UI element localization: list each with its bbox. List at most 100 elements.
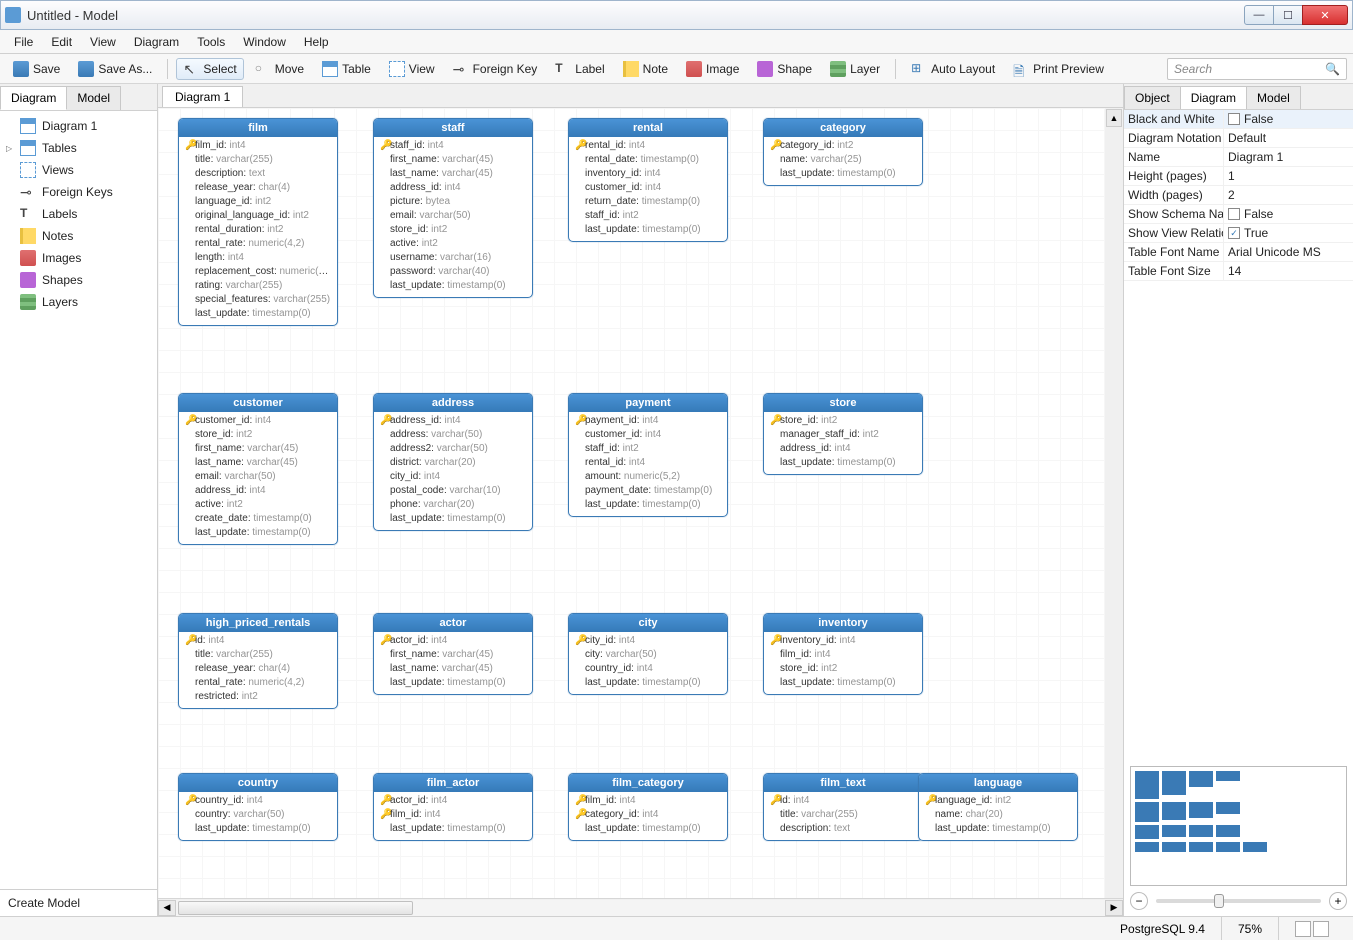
right-tab-diagram[interactable]: Diagram [1180, 86, 1247, 109]
vertical-scrollbar[interactable]: ▲ [1105, 108, 1123, 898]
column: address: varchar(50) [380, 428, 526, 442]
entity-store[interactable]: store🔑store_id: int2manager_staff_id: in… [763, 393, 923, 475]
save-as-button[interactable]: Save As... [71, 58, 159, 80]
scroll-up-arrow[interactable]: ▲ [1106, 109, 1122, 127]
entity-film_actor[interactable]: film_actor🔑actor_id: int4🔑film_id: int4l… [373, 773, 533, 841]
tree-item-images[interactable]: Images [2, 247, 155, 269]
entity-customer[interactable]: customer🔑customer_id: int4store_id: int2… [178, 393, 338, 545]
property-row[interactable]: Width (pages)2 [1124, 186, 1353, 205]
image-tool[interactable]: Image [679, 58, 746, 80]
property-value[interactable]: Default [1224, 129, 1353, 147]
auto-layout-button[interactable]: Auto Layout [904, 58, 1002, 80]
property-value[interactable]: 2 [1224, 186, 1353, 204]
property-value[interactable]: False [1224, 110, 1353, 128]
menu-tools[interactable]: Tools [189, 32, 233, 52]
tree-item-layers[interactable]: Layers [2, 291, 155, 313]
property-row[interactable]: Black and White False [1124, 110, 1353, 129]
menu-view[interactable]: View [82, 32, 124, 52]
property-row[interactable]: Show View Relatio✓ True [1124, 224, 1353, 243]
column: release_year: char(4) [185, 662, 331, 676]
scroll-track[interactable] [176, 900, 1105, 916]
tree-item-labels[interactable]: Labels [2, 203, 155, 225]
property-value[interactable]: Diagram 1 [1224, 148, 1353, 166]
entity-film_category[interactable]: film_category🔑film_id: int4🔑category_id:… [568, 773, 728, 841]
entity-language[interactable]: language🔑language_id: int2name: char(20)… [918, 773, 1078, 841]
save-button[interactable]: Save [6, 58, 67, 80]
maximize-button[interactable]: ☐ [1273, 5, 1303, 25]
entity-actor[interactable]: actor🔑actor_id: int4first_name: varchar(… [373, 613, 533, 695]
menu-help[interactable]: Help [296, 32, 337, 52]
entity-address[interactable]: address🔑address_id: int4address: varchar… [373, 393, 533, 531]
scroll-left-arrow[interactable]: ◀ [158, 900, 176, 916]
right-tab-model[interactable]: Model [1246, 86, 1301, 109]
close-button[interactable]: ✕ [1302, 5, 1348, 25]
property-row[interactable]: NameDiagram 1 [1124, 148, 1353, 167]
column: last_update: timestamp(0) [770, 676, 916, 690]
tree-item-notes[interactable]: Notes [2, 225, 155, 247]
property-value[interactable]: 14 [1224, 262, 1353, 280]
entity-city[interactable]: city🔑city_id: int4city: varchar(50)count… [568, 613, 728, 695]
property-row[interactable]: Show Schema Nam False [1124, 205, 1353, 224]
minimize-button[interactable]: — [1244, 5, 1274, 25]
property-value[interactable]: 1 [1224, 167, 1353, 185]
canvas-tab-diagram1[interactable]: Diagram 1 [162, 86, 243, 107]
shape-tool[interactable]: Shape [750, 58, 819, 80]
layer-tool[interactable]: Layer [823, 58, 887, 80]
menu-edit[interactable]: Edit [43, 32, 80, 52]
entity-high_priced_rentals[interactable]: high_priced_rentals🔑id: int4title: varch… [178, 613, 338, 709]
checkbox[interactable] [1228, 208, 1240, 220]
property-value[interactable]: ✓ True [1224, 224, 1353, 242]
checkbox[interactable] [1228, 113, 1240, 125]
property-value[interactable]: Arial Unicode MS [1224, 243, 1353, 261]
entity-payment[interactable]: payment🔑payment_id: int4customer_id: int… [568, 393, 728, 517]
tree-item-foreign-keys[interactable]: Foreign Keys [2, 181, 155, 203]
zoom-out-button[interactable]: − [1130, 892, 1148, 910]
entity-body: 🔑id: int4title: varchar(255)release_year… [179, 632, 337, 708]
fk-tool[interactable]: Foreign Key [446, 58, 545, 80]
table-tool[interactable]: Table [315, 58, 378, 80]
tree-item-shapes[interactable]: Shapes [2, 269, 155, 291]
entity-staff[interactable]: staff🔑staff_id: int4first_name: varchar(… [373, 118, 533, 298]
label-tool[interactable]: Label [548, 58, 611, 80]
tree-item-tables[interactable]: Tables [2, 137, 155, 159]
menu-diagram[interactable]: Diagram [126, 32, 187, 52]
column: phone: varchar(20) [380, 498, 526, 512]
create-model-button[interactable]: Create Model [0, 889, 157, 916]
menu-window[interactable]: Window [235, 32, 294, 52]
left-tab-diagram[interactable]: Diagram [0, 86, 67, 110]
checkbox[interactable]: ✓ [1228, 227, 1240, 239]
zoom-thumb[interactable] [1214, 894, 1224, 908]
scroll-thumb[interactable] [178, 901, 413, 915]
view-tool[interactable]: View [382, 58, 442, 80]
tree-item-views[interactable]: Views [2, 159, 155, 181]
zoom-track[interactable] [1156, 899, 1321, 903]
note-tool[interactable]: Note [616, 58, 675, 80]
scroll-right-arrow[interactable]: ▶ [1105, 900, 1123, 916]
property-row[interactable]: Table Font NameArial Unicode MS [1124, 243, 1353, 262]
entity-country[interactable]: country🔑country_id: int4country: varchar… [178, 773, 338, 841]
diagram-canvas[interactable]: ▲ film🔑film_id: int4title: varchar(255)d… [158, 108, 1123, 898]
property-row[interactable]: Height (pages)1 [1124, 167, 1353, 186]
right-tab-object[interactable]: Object [1124, 86, 1181, 109]
property-value[interactable]: False [1224, 205, 1353, 223]
property-row[interactable]: Diagram NotationDefault [1124, 129, 1353, 148]
view-mode-1-icon[interactable] [1295, 921, 1311, 937]
view-mode-2-icon[interactable] [1313, 921, 1329, 937]
entity-film_text[interactable]: film_text🔑id: int4title: varchar(255)des… [763, 773, 923, 841]
entity-rental[interactable]: rental🔑rental_id: int4rental_date: times… [568, 118, 728, 242]
tree-item-diagram-1[interactable]: Diagram 1 [2, 115, 155, 137]
entity-inventory[interactable]: inventory🔑inventory_id: int4film_id: int… [763, 613, 923, 695]
print-preview-button[interactable]: Print Preview [1006, 58, 1111, 80]
select-tool[interactable]: Select [176, 58, 243, 80]
left-tab-model[interactable]: Model [66, 86, 121, 110]
entity-film[interactable]: film🔑film_id: int4title: varchar(255)des… [178, 118, 338, 326]
minimap[interactable] [1130, 766, 1347, 886]
move-tool[interactable]: Move [248, 58, 311, 80]
entity-category[interactable]: category🔑category_id: int2name: varchar(… [763, 118, 923, 186]
zoom-in-button[interactable]: + [1329, 892, 1347, 910]
property-row[interactable]: Table Font Size14 [1124, 262, 1353, 281]
menu-file[interactable]: File [6, 32, 41, 52]
search-input[interactable]: Search🔍 [1167, 58, 1347, 80]
horizontal-scrollbar[interactable]: ◀ ▶ [158, 898, 1123, 916]
column: last_update: timestamp(0) [575, 676, 721, 690]
